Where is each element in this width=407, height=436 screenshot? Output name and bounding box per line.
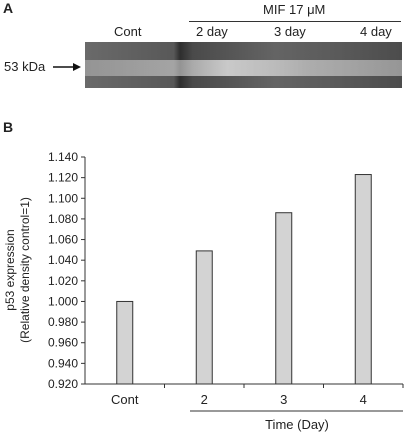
blot-control-label: Cont — [114, 24, 142, 39]
bar-2 — [195, 250, 213, 385]
y-ticks: 0.920 0.940 0.960 0.980 1.000 1.020 1.040 1.060… — [48, 150, 85, 391]
bar-3 — [275, 212, 293, 385]
bars — [116, 174, 372, 385]
x-tick-label: 2 — [201, 392, 208, 407]
y-tick-label: 1.100 — [48, 191, 78, 205]
x-tick-labels: Cont 2 3 4 — [111, 384, 404, 407]
western-blot-image — [85, 42, 402, 88]
blot-lane-label-4day: 4 day — [360, 24, 392, 39]
y-axis-sublabel: (Relative density control=1) — [18, 197, 32, 343]
x-axis-label: Time (Day) — [265, 417, 329, 432]
y-tick-label: 1.040 — [48, 253, 78, 267]
y-tick-label: 1.020 — [48, 274, 78, 288]
y-tick-label: 1.140 — [48, 150, 78, 164]
y-tick-label: 0.960 — [48, 336, 78, 350]
bar-4 — [354, 174, 372, 385]
y-tick-label: 1.080 — [48, 212, 78, 226]
blot-lane-label-2day: 2 day — [196, 24, 228, 39]
blot-treatment-label: MIF 17 μM — [263, 2, 326, 17]
x-tick-label: 3 — [280, 392, 287, 407]
x-tick-label: 4 — [360, 392, 367, 407]
blot-marker-label: 53 kDa — [4, 59, 46, 74]
y-tick-label: 0.940 — [48, 356, 78, 370]
panel-a-label: A — [3, 0, 14, 16]
y-tick-label: 1.120 — [48, 171, 78, 185]
y-tick-label: 1.060 — [48, 233, 78, 247]
panel-b-label: B — [3, 119, 14, 135]
y-tick-label: 1.000 — [48, 294, 78, 308]
blot-band-53kda — [85, 60, 402, 76]
bar-cont — [116, 300, 134, 385]
y-tick-label: 0.920 — [48, 377, 78, 391]
y-tick-label: 0.980 — [48, 315, 78, 329]
arrow-right-icon — [53, 63, 81, 71]
x-tick-label: Cont — [111, 392, 139, 407]
blot-lane-label-3day: 3 day — [274, 24, 306, 39]
y-axis-label: p53 expression — [3, 229, 17, 310]
blot-treatment-bracket — [189, 21, 401, 22]
